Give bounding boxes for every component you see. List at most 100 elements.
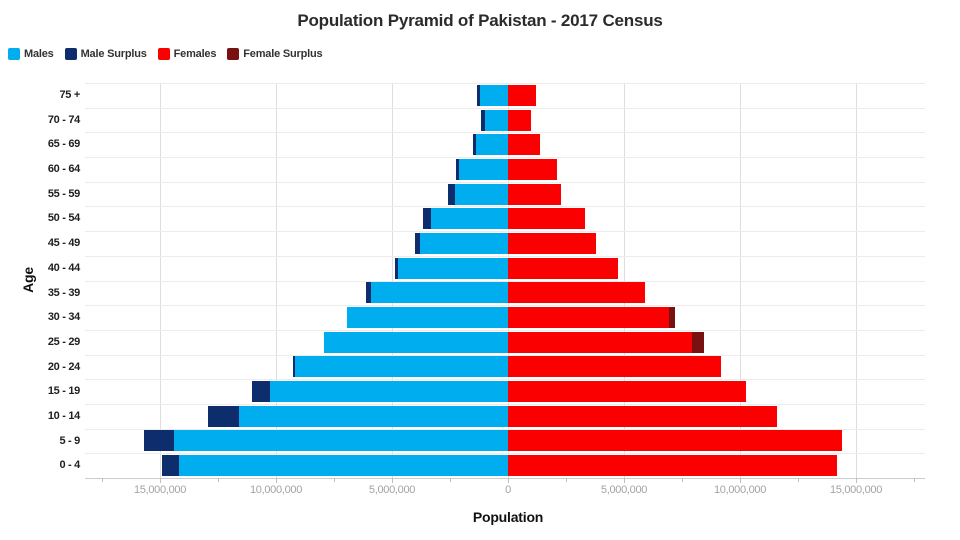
- male-bar[interactable]: [294, 356, 508, 378]
- male-bar[interactable]: [419, 232, 508, 254]
- female-bar[interactable]: [508, 257, 619, 279]
- x-tick-mark: [160, 478, 161, 483]
- horizontal-gridline: [85, 255, 925, 257]
- female-bar[interactable]: [508, 455, 838, 477]
- age-label: 50 - 54: [47, 212, 80, 225]
- age-label: 25 - 29: [47, 335, 80, 348]
- female-bar[interactable]: [508, 381, 746, 403]
- horizontal-gridline: [85, 132, 925, 134]
- age-label: 45 - 49: [47, 237, 80, 250]
- female-bar[interactable]: [508, 84, 536, 106]
- male-bar[interactable]: [480, 84, 508, 106]
- age-label: 5 - 9: [59, 434, 80, 447]
- male-bar[interactable]: [238, 405, 508, 427]
- male-surplus-bar[interactable]: [395, 257, 398, 279]
- male-bar[interactable]: [475, 134, 508, 156]
- male-bar[interactable]: [346, 307, 508, 329]
- x-tick-mark: [740, 478, 741, 483]
- age-label: 35 - 39: [47, 286, 80, 299]
- male-bar[interactable]: [173, 430, 508, 452]
- male-surplus-bar[interactable]: [415, 232, 420, 254]
- legend-item-female-surplus[interactable]: Female Surplus: [227, 48, 323, 60]
- female-surplus-bar[interactable]: [692, 331, 705, 353]
- male-bar[interactable]: [178, 455, 508, 477]
- x-axis-title: Population: [472, 509, 544, 525]
- male-surplus-bar[interactable]: [423, 208, 432, 230]
- males-swatch-icon: [8, 48, 20, 60]
- plot-area: [85, 83, 925, 479]
- age-label: 65 - 69: [47, 138, 80, 151]
- horizontal-gridline: [85, 280, 925, 282]
- x-tick-label: 10,000,000: [249, 484, 303, 496]
- x-axis-line: [85, 478, 925, 479]
- female-bar[interactable]: [508, 331, 693, 353]
- x-minor-tick-mark: [450, 478, 451, 482]
- age-label: 40 - 44: [47, 261, 80, 274]
- x-minor-tick-mark: [798, 478, 799, 482]
- x-minor-tick-mark: [102, 478, 103, 482]
- female-bar[interactable]: [508, 109, 532, 131]
- x-tick-mark: [624, 478, 625, 483]
- male-bar[interactable]: [397, 257, 508, 279]
- male-surplus-bar[interactable]: [162, 455, 179, 477]
- male-surplus-bar[interactable]: [447, 183, 455, 205]
- age-label: 0 - 4: [59, 459, 80, 472]
- x-tick-label: 0: [505, 484, 511, 496]
- x-minor-tick-mark: [914, 478, 915, 482]
- male-surplus-bar[interactable]: [251, 381, 271, 403]
- age-label: 55 - 59: [47, 187, 80, 200]
- male-surplus-bar[interactable]: [455, 158, 460, 180]
- horizontal-gridline: [85, 181, 925, 183]
- legend-item-male-surplus[interactable]: Male Surplus: [64, 48, 147, 60]
- female-surplus-swatch-icon: [227, 48, 240, 60]
- male-surplus-bar[interactable]: [481, 109, 485, 131]
- x-tick-mark: [392, 478, 393, 483]
- male-surplus-bar[interactable]: [207, 405, 239, 427]
- age-label: 20 - 24: [47, 360, 80, 373]
- x-tick-label: 5,000,000: [600, 484, 648, 496]
- x-tick-mark: [856, 478, 857, 483]
- female-bar[interactable]: [508, 208, 585, 230]
- female-surplus-bar[interactable]: [669, 307, 676, 329]
- horizontal-gridline: [85, 453, 925, 455]
- male-bar[interactable]: [323, 331, 508, 353]
- male-surplus-bar[interactable]: [473, 134, 476, 156]
- male-bar[interactable]: [270, 381, 508, 403]
- female-bar[interactable]: [508, 158, 557, 180]
- age-label: 60 - 64: [47, 163, 80, 176]
- male-surplus-bar[interactable]: [476, 84, 481, 106]
- x-tick-label: 10,000,000: [713, 484, 767, 496]
- male-bar[interactable]: [431, 208, 508, 230]
- horizontal-gridline: [85, 354, 925, 356]
- male-surplus-bar[interactable]: [366, 282, 372, 304]
- legend-item-males[interactable]: Males: [8, 48, 54, 60]
- male-bar[interactable]: [459, 158, 508, 180]
- female-bar[interactable]: [508, 232, 597, 254]
- male-bar[interactable]: [484, 109, 508, 131]
- legend-label: Females: [173, 48, 217, 60]
- age-label: 70 - 74: [47, 113, 80, 126]
- female-bar[interactable]: [508, 356, 722, 378]
- male-surplus-bar[interactable]: [293, 356, 295, 378]
- male-bar[interactable]: [454, 183, 508, 205]
- horizontal-gridline: [85, 157, 925, 159]
- legend-item-females[interactable]: Females: [157, 48, 217, 60]
- legend: Males Male Surplus Females Female Surplu…: [8, 48, 323, 60]
- male-bar[interactable]: [371, 282, 508, 304]
- age-label: 10 - 14: [47, 409, 80, 422]
- x-tick-mark: [276, 478, 277, 483]
- female-bar[interactable]: [508, 307, 670, 329]
- female-bar[interactable]: [508, 282, 645, 304]
- female-bar[interactable]: [508, 405, 778, 427]
- female-bar[interactable]: [508, 183, 562, 205]
- female-bar[interactable]: [508, 134, 541, 156]
- females-swatch-icon: [157, 48, 170, 60]
- age-label: 30 - 34: [47, 311, 80, 324]
- horizontal-gridline: [85, 428, 925, 430]
- chart-title: Population Pyramid of Pakistan - 2017 Ce…: [297, 11, 663, 30]
- male-surplus-bar[interactable]: [143, 430, 174, 452]
- female-bar[interactable]: [508, 430, 843, 452]
- x-tick-label: 15,000,000: [829, 484, 883, 496]
- x-minor-tick-mark: [334, 478, 335, 482]
